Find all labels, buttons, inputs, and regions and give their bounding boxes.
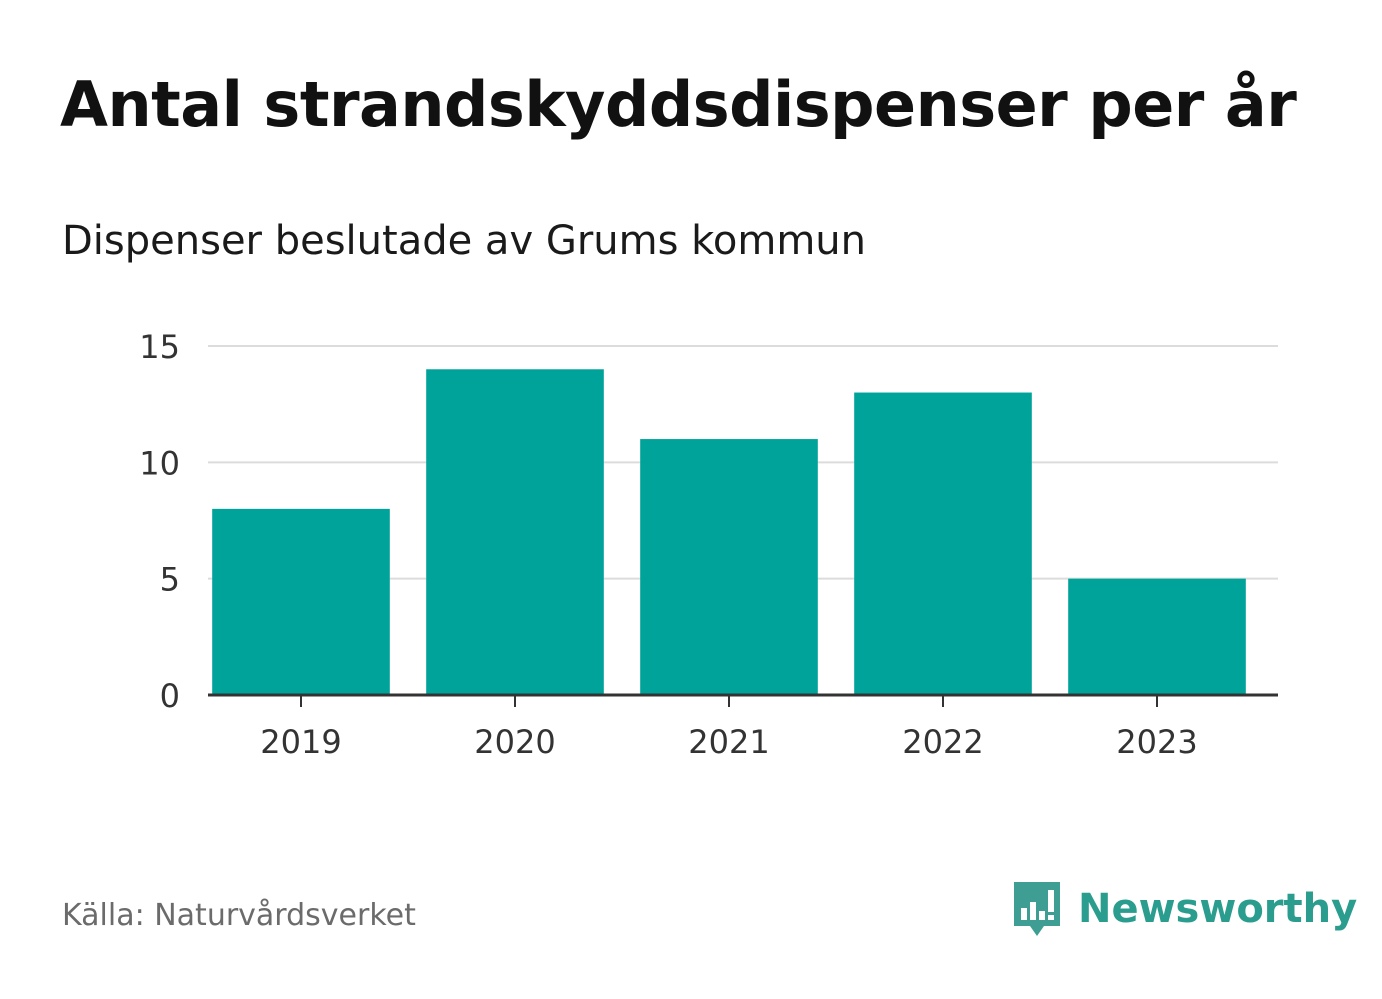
source-note: Källa: Naturvårdsverket bbox=[62, 898, 416, 933]
bar-2021 bbox=[640, 439, 818, 695]
y-tick-label-5: 5 bbox=[160, 561, 180, 599]
y-tick-label-10: 10 bbox=[139, 444, 180, 482]
bar-2019 bbox=[212, 508, 390, 695]
x-tick-label-2019: 2019 bbox=[260, 723, 341, 761]
bar-2022 bbox=[854, 392, 1032, 695]
bar-2023 bbox=[1068, 578, 1246, 695]
x-tick-label-2023: 2023 bbox=[1116, 723, 1197, 761]
newsworthy-logo: Newsworthy bbox=[1010, 878, 1357, 940]
brand-name: Newsworthy bbox=[1078, 886, 1358, 932]
chart-subtitle: Dispenser beslutade av Grums kommun bbox=[62, 218, 866, 264]
bar-2020 bbox=[426, 369, 604, 695]
x-tick-label-2020: 2020 bbox=[474, 723, 555, 761]
chart-title: Antal strandskyddsdispenser per år bbox=[60, 68, 1297, 141]
y-tick-label-15: 15 bbox=[139, 328, 180, 366]
newsworthy-logo-icon bbox=[1014, 882, 1060, 936]
x-tick-label-2022: 2022 bbox=[902, 723, 983, 761]
x-tick-label-2021: 2021 bbox=[688, 723, 769, 761]
y-tick-label-0: 0 bbox=[160, 677, 180, 715]
